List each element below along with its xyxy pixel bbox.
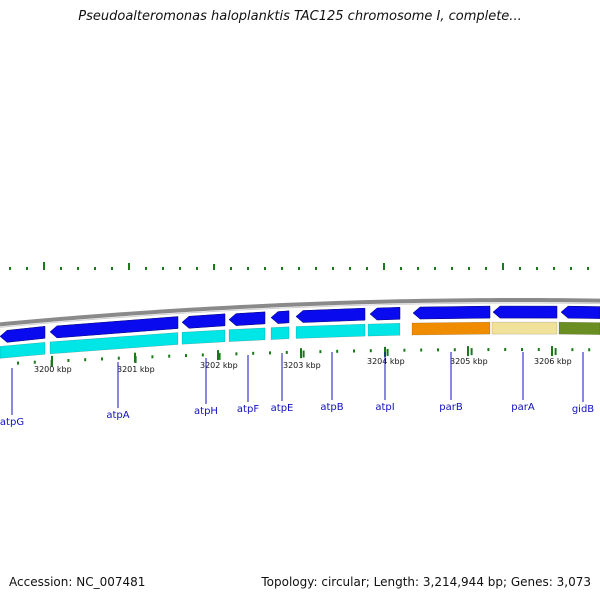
- cds-block-8: [491, 321, 558, 335]
- gene-label-atpH: atpH: [194, 406, 218, 417]
- gene-arrow-1: [49, 316, 179, 339]
- tick-label: 3204 kbp: [367, 357, 405, 366]
- tick-label: 3201 kbp: [117, 365, 155, 374]
- gene-arrow-7: [412, 305, 491, 320]
- cds-block-4: [270, 326, 290, 340]
- cds-track: [0, 321, 600, 359]
- gene-label-parA: parA: [511, 402, 535, 413]
- gene-arrow-3: [228, 311, 266, 326]
- cds-block-1: [49, 332, 179, 355]
- gene-arrow-0: [0, 326, 46, 343]
- gene-arrow-4: [270, 310, 290, 324]
- gene-label-atpE: atpE: [271, 403, 294, 414]
- gene-label-atpB: atpB: [320, 402, 343, 413]
- forward-strand-genes: [0, 305, 600, 343]
- tick-label: 3206 kbp: [534, 357, 572, 366]
- gene-label-gidB: gidB: [572, 404, 594, 415]
- tick-label: 3203 kbp: [283, 361, 321, 370]
- cds-block-6: [367, 323, 401, 337]
- gene-arrow-6: [369, 307, 401, 321]
- map-title: Pseudoalteromonas haloplanktis TAC125 ch…: [78, 9, 522, 24]
- gene-label-atpG: atpG: [0, 417, 24, 428]
- gene-arrow-8: [492, 305, 558, 319]
- tick-label: 3200 kbp: [34, 365, 72, 374]
- backbone-ring: [0, 297, 600, 328]
- gene-label-atpI: atpI: [375, 402, 394, 413]
- cds-block-9: [558, 321, 600, 335]
- gc-skew-upper-track: [9, 262, 589, 270]
- cds-block-0: [0, 342, 46, 359]
- backbone-line: [0, 297, 600, 327]
- tick-label: 3205 kbp: [450, 357, 488, 366]
- kbp-ticks: 3200 kbp 3201 kbp 3202 kbp 3203 kbp 3204 kbp…: [34, 346, 572, 374]
- backbone-shadow: [0, 302, 600, 328]
- gene-labels: atpG atpA atpH atpF atpE atpB atpI parB parA gidB: [0, 352, 594, 428]
- topology-summary: Topology: circular; Length: 3,214,944 bp…: [261, 575, 591, 589]
- gene-label-atpF: atpF: [237, 404, 259, 415]
- gene-label-parB: parB: [439, 402, 463, 413]
- gene-arrow-5: [295, 307, 366, 323]
- cds-block-5: [295, 323, 366, 339]
- cds-block-3: [228, 327, 266, 342]
- gene-arrow-2: [181, 313, 226, 329]
- tick-label: 3202 kbp: [200, 361, 238, 370]
- cds-block-7: [411, 321, 491, 336]
- accession-text: Accession: NC_007481: [9, 575, 146, 589]
- cds-block-2: [181, 329, 226, 345]
- gene-label-atpA: atpA: [106, 410, 129, 421]
- gene-arrow-9: [560, 305, 600, 319]
